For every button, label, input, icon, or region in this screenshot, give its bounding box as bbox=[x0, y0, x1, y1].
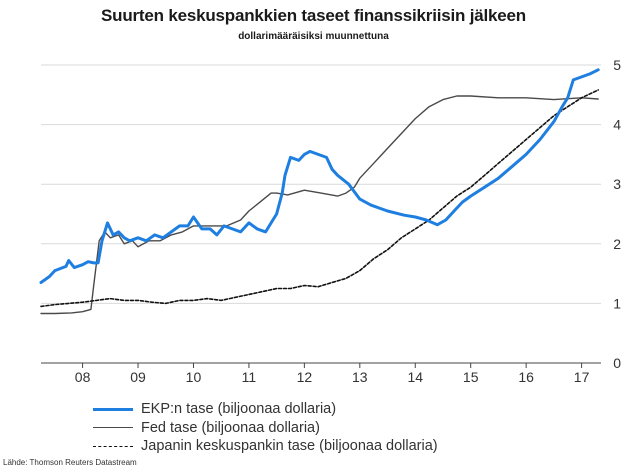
legend-swatch-boj bbox=[93, 445, 133, 447]
legend: EKP:n tase (biljoonaa dollaria) Fed tase… bbox=[93, 400, 438, 456]
y-tick-label: 5 bbox=[613, 57, 621, 73]
series-lines bbox=[39, 68, 600, 315]
series-line-boj bbox=[40, 89, 600, 308]
y-tick-label: 2 bbox=[613, 236, 621, 252]
y-tick-label: 3 bbox=[613, 176, 621, 192]
series-line-fed bbox=[40, 95, 599, 315]
series-line-ecb bbox=[39, 68, 600, 284]
legend-item-fed: Fed tase (biljoonaa dollaria) bbox=[93, 419, 438, 438]
chart-title: Suurten keskuspankkien taseet finanssikr… bbox=[101, 6, 526, 25]
y-tick-label: 1 bbox=[613, 295, 621, 311]
x-tick-label: 15 bbox=[463, 369, 479, 385]
x-tick-label: 09 bbox=[130, 369, 146, 385]
legend-item-ecb: EKP:n tase (biljoonaa dollaria) bbox=[93, 400, 438, 419]
x-tick-label: 10 bbox=[186, 369, 202, 385]
x-tick-label: 16 bbox=[518, 369, 534, 385]
x-tick-label: 13 bbox=[352, 369, 368, 385]
y-tick-label: 0 bbox=[613, 355, 621, 371]
grid-lines bbox=[41, 64, 601, 364]
x-tick-label: 08 bbox=[75, 369, 91, 385]
legend-swatch-ecb bbox=[93, 407, 133, 411]
legend-label-fed: Fed tase (biljoonaa dollaria) bbox=[141, 419, 320, 436]
legend-label-ecb: EKP:n tase (biljoonaa dollaria) bbox=[141, 401, 337, 418]
legend-item-boj: Japanin keskuspankin tase (biljoonaa dol… bbox=[93, 437, 438, 456]
x-tick-label: 14 bbox=[407, 369, 423, 385]
chart-subtitle: dollarimääräisiksi muunnettuna bbox=[238, 31, 389, 42]
x-tick-label: 12 bbox=[297, 369, 313, 385]
legend-label-boj: Japanin keskuspankin tase (biljoonaa dol… bbox=[141, 438, 438, 455]
source-note: Lähde: Thomson Reuters Datastream bbox=[3, 458, 137, 467]
x-tick-label: 11 bbox=[242, 369, 257, 385]
legend-swatch-fed bbox=[93, 427, 133, 429]
x-tick-label: 17 bbox=[574, 369, 590, 385]
y-tick-label: 4 bbox=[613, 117, 621, 133]
